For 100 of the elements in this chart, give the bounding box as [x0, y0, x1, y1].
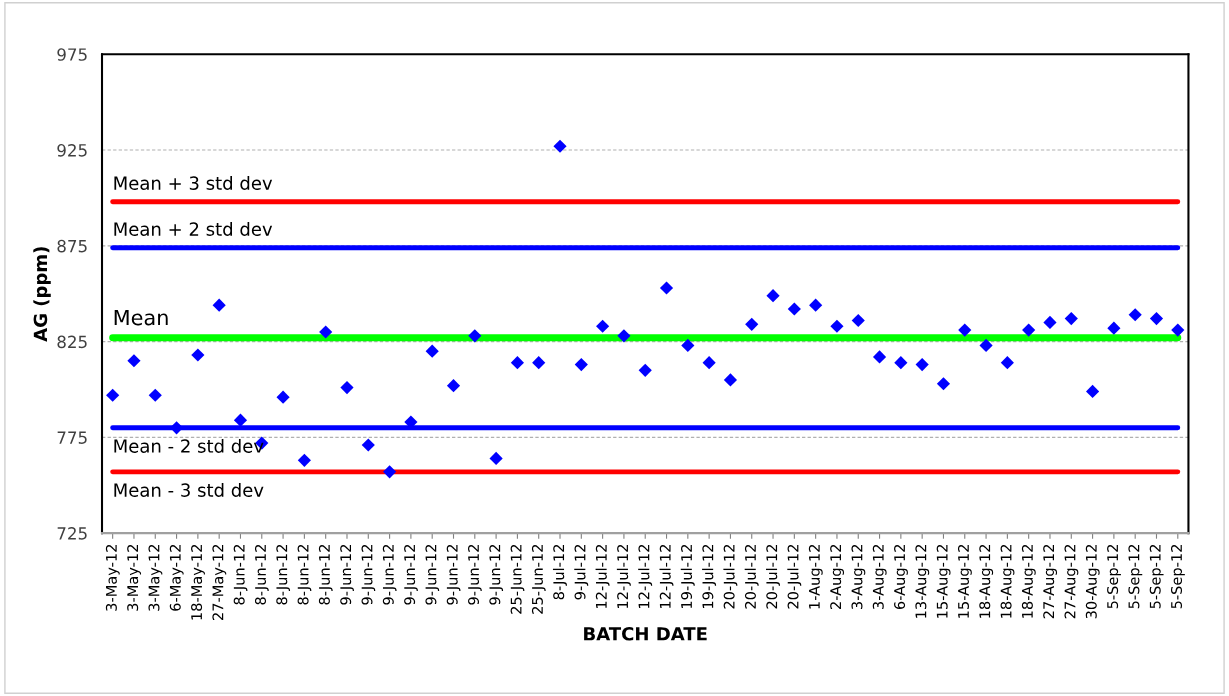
- point: [383, 465, 397, 479]
- point: [106, 388, 120, 402]
- x-tick-label: 27-Aug-12: [1043, 545, 1058, 619]
- x-tick-label: 18-Aug-12: [979, 545, 994, 618]
- point: [638, 363, 652, 377]
- point: [1022, 323, 1036, 337]
- point: [830, 319, 844, 333]
- x-tick-label: 5-Sep-12: [1107, 545, 1121, 609]
- x-tick-label: 9-Jun-12: [489, 545, 504, 605]
- x-tick-label: 9-Jul-12: [574, 545, 589, 600]
- point: [553, 139, 567, 153]
- y-tick-label: 925: [57, 144, 87, 157]
- x-tick-label: 6-May-12: [169, 545, 184, 611]
- x-tick-label: 8-Jun-12: [297, 545, 312, 605]
- x-tick-label: 18-Aug-12: [1021, 545, 1036, 618]
- point: [702, 356, 716, 370]
- x-tick-label: 9-Jun-12: [404, 545, 418, 605]
- point: [681, 338, 695, 353]
- point: [340, 380, 354, 395]
- point: [787, 302, 801, 316]
- x-tick-label: 27-May-12: [212, 545, 227, 621]
- point: [425, 344, 439, 358]
- x-tick-label: 9-Jun-12: [340, 545, 354, 605]
- x-tick-label: 12-Jul-12: [659, 545, 674, 608]
- ref-line-label: Mean + 3 std dev: [114, 175, 273, 190]
- point: [233, 413, 248, 427]
- x-axis-title: BATCH DATE: [584, 626, 707, 641]
- x-tick-label: 19-Jul-12: [680, 545, 695, 608]
- x-tick-label: 12-Jul-12: [616, 545, 631, 608]
- x-tick-label: 8-Jun-12: [254, 545, 269, 605]
- point: [127, 354, 141, 368]
- point: [1128, 308, 1142, 322]
- point: [851, 313, 865, 328]
- point: [276, 390, 290, 404]
- point: [809, 298, 823, 312]
- point: [574, 357, 588, 372]
- y-tick-label: 875: [57, 239, 87, 253]
- x-tick-label: 3-May-12: [127, 545, 142, 611]
- point: [1000, 356, 1014, 370]
- point: [297, 453, 311, 467]
- x-tick-label: 30-Aug-12: [1085, 545, 1100, 619]
- x-tick-label: 9-Jun-12: [425, 545, 440, 605]
- point: [1171, 323, 1185, 337]
- point: [596, 319, 610, 333]
- x-tick-label: 18-Aug-12: [1000, 545, 1015, 618]
- x-tick-label: 1-Aug-12: [808, 545, 823, 609]
- x-tick-label: 15-Aug-12: [957, 545, 972, 618]
- point: [212, 298, 226, 312]
- point: [617, 329, 631, 343]
- point: [915, 357, 929, 372]
- x-tick-label: 20-Jul-12: [765, 545, 780, 609]
- x-tick-label: 2-Aug-12: [830, 545, 845, 609]
- point: [723, 373, 738, 387]
- point: [319, 325, 333, 339]
- point: [489, 451, 503, 466]
- ref-line-label: Mean: [114, 309, 168, 326]
- x-tick-label: 9-Jun-12: [361, 545, 376, 605]
- point: [659, 281, 674, 295]
- x-tick-label: 20-Jul-12: [787, 545, 802, 609]
- point: [1064, 312, 1078, 326]
- x-tick-label: 12-Jul-12: [638, 545, 653, 608]
- x-tick-label: 8-Jul-12: [552, 545, 567, 600]
- x-tick-label: 3-Aug-12: [851, 545, 866, 609]
- ref-line-label: Mean + 2 std dev: [114, 221, 273, 236]
- y-axis-title: AG (ppm): [33, 247, 51, 342]
- point: [148, 388, 162, 402]
- point: [979, 338, 993, 353]
- x-tick-label: 20-Jul-12: [744, 545, 759, 609]
- y-tick-label: 725: [57, 527, 87, 540]
- x-tick-label: 5-Sep-12: [1170, 545, 1185, 609]
- x-tick-label: 8-Jun-12: [318, 545, 333, 605]
- x-tick-label: 3-May-12: [105, 545, 120, 611]
- point: [1107, 321, 1121, 335]
- point: [872, 350, 887, 364]
- x-tick-label: 25-Jun-12: [510, 545, 525, 614]
- point: [532, 356, 546, 370]
- point: [745, 317, 759, 331]
- x-tick-label: 3-Aug-12: [872, 545, 887, 609]
- x-tick-label: 8-Jun-12: [233, 545, 248, 605]
- x-tick-label: 8-Jun-12: [276, 545, 291, 605]
- point: [446, 379, 461, 393]
- x-tick-label: 18-May-12: [191, 545, 205, 620]
- x-tick-label: 9-Jun-12: [468, 545, 482, 605]
- x-tick-label: 25-Jun-12: [531, 545, 546, 614]
- point: [1149, 312, 1164, 326]
- x-tick-label: 3-May-12: [148, 545, 163, 611]
- ref-line-label: Mean - 2 std dev: [114, 438, 264, 453]
- point: [191, 348, 205, 362]
- point: [468, 329, 482, 343]
- point: [1043, 315, 1057, 330]
- x-tick-label: 9-Jun-12: [382, 545, 397, 605]
- point: [1085, 384, 1100, 398]
- point: [361, 438, 375, 452]
- x-tick-label: 12-Jul-12: [595, 545, 610, 608]
- x-tick-label: 19-Jul-12: [702, 545, 717, 608]
- x-tick-label: 27-Aug-12: [1064, 545, 1079, 619]
- x-tick-label: 9-Jun-12: [446, 545, 461, 605]
- point: [510, 356, 524, 370]
- point: [894, 356, 908, 370]
- x-tick-label: 20-Jul-12: [723, 545, 738, 609]
